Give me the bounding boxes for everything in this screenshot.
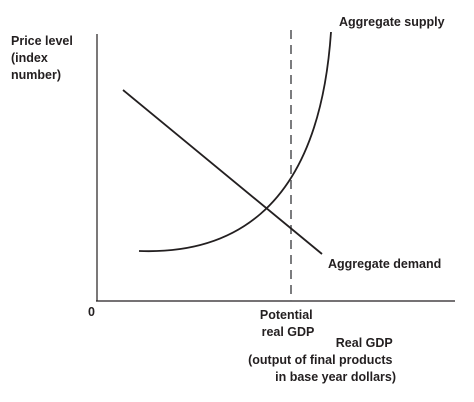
potential-gdp-label-line-2: real GDP bbox=[262, 325, 315, 339]
y-axis-label: Price level (index number) bbox=[11, 34, 76, 82]
aggregate-supply-curve bbox=[138, 31, 332, 253]
x-axis-label-line-2: (output of final products bbox=[248, 353, 392, 367]
aggregate-supply-label: Aggregate supply bbox=[339, 15, 445, 29]
y-axis-label-line-3: number) bbox=[11, 68, 61, 82]
y-axis-label-line-2: (index bbox=[11, 51, 48, 65]
aggregate-demand-label: Aggregate demand bbox=[328, 257, 441, 271]
y-axis-label-line-1: Price level bbox=[11, 34, 73, 48]
aggregate-demand-curve bbox=[122, 89, 323, 255]
x-axis-label-line-3: in base year dollars) bbox=[275, 370, 396, 384]
x-axis-label: Real GDP (output of final products in ba… bbox=[248, 336, 396, 384]
potential-gdp-label-line-1: Potential bbox=[260, 308, 313, 322]
x-axis-label-line-1: Real GDP bbox=[336, 336, 393, 350]
origin-label: 0 bbox=[88, 305, 95, 319]
potential-gdp-label: Potential real GDP bbox=[260, 308, 316, 339]
